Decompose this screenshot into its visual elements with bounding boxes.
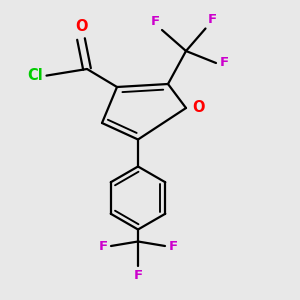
Text: F: F bbox=[208, 13, 217, 26]
Text: F: F bbox=[134, 269, 142, 282]
Text: O: O bbox=[75, 19, 87, 34]
Text: F: F bbox=[220, 56, 229, 70]
Text: F: F bbox=[151, 15, 160, 28]
Text: F: F bbox=[169, 239, 178, 253]
Text: Cl: Cl bbox=[28, 68, 44, 83]
Text: O: O bbox=[193, 100, 205, 116]
Text: F: F bbox=[98, 239, 107, 253]
